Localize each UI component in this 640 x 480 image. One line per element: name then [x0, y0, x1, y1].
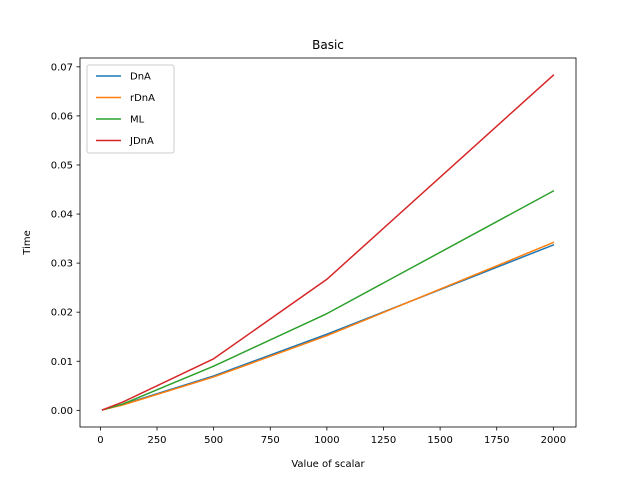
plot-frame	[79, 57, 577, 428]
x-tick-label: 1000	[314, 435, 339, 446]
y-axis-label: Time	[22, 230, 33, 255]
y-tick-label: 0.06	[51, 111, 73, 122]
x-tick-label: 2000	[541, 435, 566, 446]
x-axis-label: Value of scalar	[291, 459, 365, 470]
chart-title: Basic	[312, 38, 344, 52]
legend-items: DnA rDnA ML JDnA	[96, 72, 155, 147]
x-tick-label: 1750	[484, 435, 509, 446]
y-axis: 0.00 0.01 0.02 0.03 0.04 0.05 0.06 0.07	[51, 62, 80, 417]
legend-box	[86, 64, 175, 154]
plot-area	[79, 57, 577, 428]
x-tick-label: 1250	[371, 435, 396, 446]
legend-label-rdna: rDnA	[130, 93, 155, 104]
series-line-jdna	[101, 74, 555, 411]
y-tick-label: 0.05	[51, 160, 73, 171]
y-tick-label: 0.03	[51, 259, 73, 270]
y-tick-label: 0.01	[51, 357, 73, 368]
series-layer	[101, 74, 555, 411]
x-tick-label: 0	[97, 435, 103, 446]
x-tick-label: 750	[261, 435, 280, 446]
legend-label-jdna: JDnA	[129, 136, 154, 147]
x-tick-label: 500	[204, 435, 223, 446]
y-tick-label: 0.02	[51, 308, 73, 319]
y-tick-label: 0.00	[51, 406, 73, 417]
series-line-ml	[101, 189, 555, 411]
legend-label-dna: DnA	[130, 72, 151, 83]
y-tick-label: 0.04	[51, 210, 73, 221]
legend: DnA rDnA ML JDnA	[86, 64, 175, 154]
y-tick-label: 0.07	[51, 62, 73, 73]
x-tick-label: 1500	[427, 435, 452, 446]
legend-label-ml: ML	[130, 115, 145, 126]
x-tick-label: 250	[147, 435, 166, 446]
x-axis: 0 250 500 750 1000 1250 1500 1750 2000	[97, 427, 566, 446]
